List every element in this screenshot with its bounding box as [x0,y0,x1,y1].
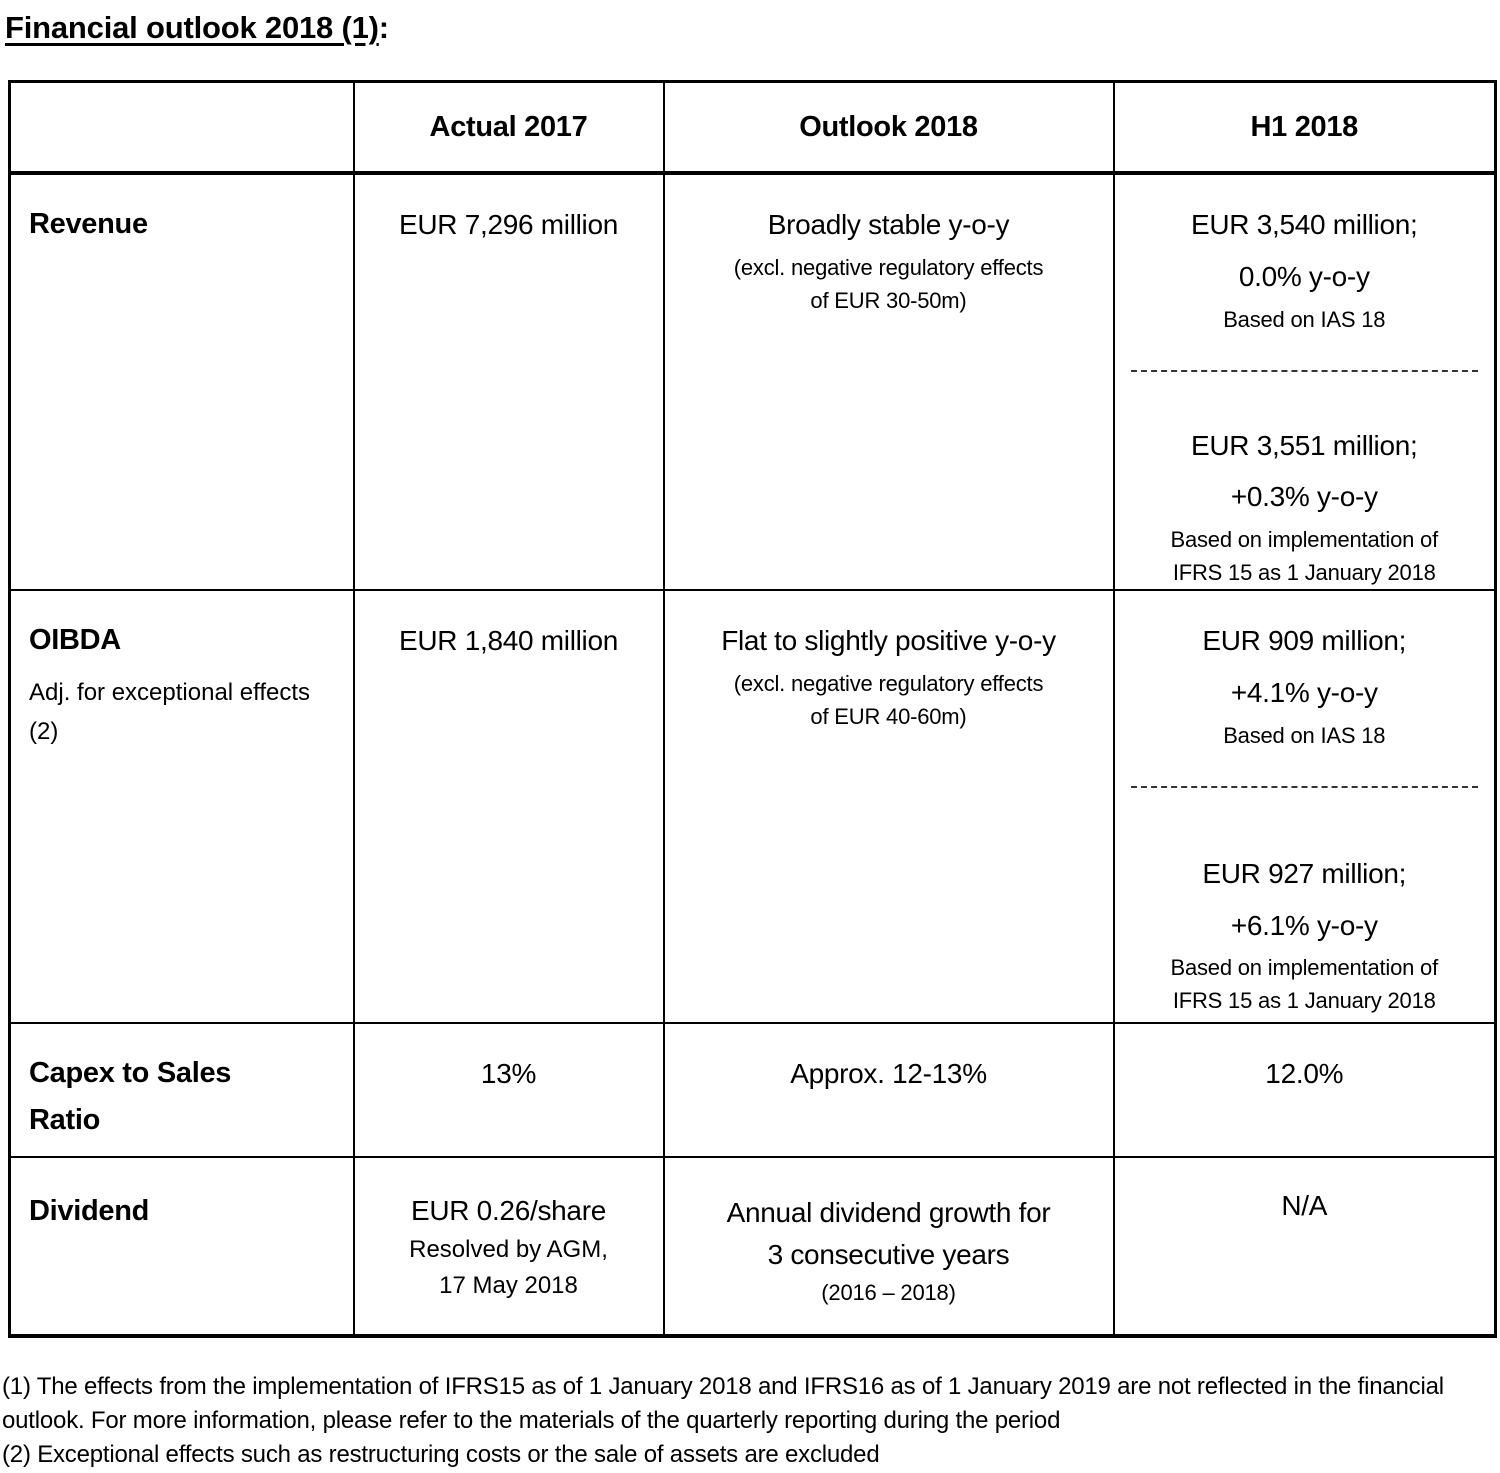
dividend-outlook-sub: (2016 – 2018) [821,1280,956,1306]
header-actual-2017: Actual 2017 [352,80,665,175]
oibda-h1-ias-amount: EUR 909 million; [1202,625,1407,657]
dividend-outlook-line2: 3 consecutive years [767,1239,1010,1271]
revenue-label: Revenue [29,208,148,240]
oibda-sublabel-line1: Adj. for exceptional effects [29,678,311,706]
revenue-outlook-sub2: of EUR 30-50m) [810,287,967,313]
revenue-h1-ias-basis: Based on IAS 18 [1223,306,1386,332]
dividend-actual-value: EUR 0.26/share [410,1195,606,1227]
dividend-actual-sub1: Resolved by AGM, [409,1236,608,1264]
footnote-1: (1) The effects from the implementation … [2,1373,1444,1435]
oibda-h1-ias-basis: Based on IAS 18 [1223,722,1386,748]
oibda-h1-ias-yoy: +4.1% y-o-y [1230,676,1378,708]
oibda-h1-ifrs-yoy: +6.1% y-o-y [1230,909,1378,941]
revenue-actual-value: EUR 7,296 million [399,209,618,240]
dividend-outlook-cell: Annual dividend growth for 3 consecutive… [662,1156,1115,1339]
oibda-outlook-main: Flat to slightly positive y-o-y [721,625,1056,657]
table-row-revenue: Revenue EUR 7,296 million Broadly stable… [8,171,1497,592]
page-title-colon: : [378,10,389,45]
revenue-h1-ias-amount: EUR 3,540 million; [1191,209,1418,240]
oibda-h1-dashed-divider [1130,785,1478,788]
oibda-label-cell: OIBDA Adj. for exceptional effects (2) [8,589,355,1025]
table-row-capex: Capex to Sales Ratio 13% Approx. 12-13% … [8,1022,1497,1159]
table-row-oibda: OIBDA Adj. for exceptional effects (2) E… [8,589,1497,1025]
oibda-outlook-sub1: (excl. negative regulatory effects [733,670,1044,696]
oibda-actual-cell: EUR 1,840 million [352,589,665,1025]
financial-outlook-table: Actual 2017 Outlook 2018 H1 2018 Revenue… [8,80,1497,1339]
header-empty-cell [8,80,355,175]
oibda-h1-ifrs-basis-line2: IFRS 15 as 1 January 2018 [1172,988,1436,1014]
capex-outlook-cell: Approx. 12-13% [662,1022,1115,1159]
capex-h1-value: 12.0% [1265,1058,1344,1090]
revenue-outlook-sub1: (excl. negative regulatory effects [733,254,1044,280]
capex-actual-cell: 13% [352,1022,665,1159]
dividend-label-cell: Dividend [8,1156,355,1339]
header-h1-2018: H1 2018 [1112,80,1497,175]
page-title-text: Financial outlook 2018 (1) [5,10,379,45]
revenue-label-cell: Revenue [8,171,355,592]
oibda-h1-cell: EUR 909 million; +4.1% y-o-y Based on IA… [1112,589,1497,1025]
dividend-h1-value: N/A [1281,1190,1328,1222]
footnotes: (1) The effects from the implementation … [2,1370,1482,1472]
capex-actual-value: 13% [480,1058,537,1090]
revenue-actual-cell: EUR 7,296 million [352,171,665,592]
revenue-h1-dashed-divider [1130,369,1478,372]
dividend-label: Dividend [29,1195,150,1228]
oibda-outlook-cell: Flat to slightly positive y-o-y (excl. n… [662,589,1115,1025]
revenue-h1-ifrs-basis-line2: IFRS 15 as 1 January 2018 [1172,560,1436,586]
table-row-dividend: Dividend EUR 0.26/share Resolved by AGM,… [8,1156,1497,1339]
header-outlook-2018: Outlook 2018 [662,80,1115,175]
dividend-actual-sub2: 17 May 2018 [439,1272,578,1300]
capex-outlook-value: Approx. 12-13% [790,1058,987,1090]
table-header-row: Actual 2017 Outlook 2018 H1 2018 [8,80,1497,175]
oibda-label: OIBDA [29,624,121,657]
oibda-sublabel-line2: (2) [29,717,59,745]
revenue-h1-ifrs-amount: EUR 3,551 million; [1191,429,1418,461]
dividend-outlook-line1: Annual dividend growth for [726,1197,1051,1229]
revenue-h1-ifrs-basis-line1: Based on implementation of [1170,527,1439,553]
dividend-actual-cell: EUR 0.26/share Resolved by AGM, 17 May 2… [352,1156,665,1339]
revenue-h1-cell: EUR 3,540 million; 0.0% y-o-y Based on I… [1112,171,1497,592]
oibda-outlook-sub2: of EUR 40-60m) [810,703,967,729]
page-title: Financial outlook 2018 (1): [5,10,1500,46]
oibda-h1-ifrs-amount: EUR 927 million; [1202,857,1407,889]
revenue-h1-ifrs-yoy: +0.3% y-o-y [1230,481,1378,513]
capex-h1-cell: 12.0% [1112,1022,1497,1159]
oibda-h1-ifrs-basis-line1: Based on implementation of [1170,955,1439,981]
oibda-actual-value: EUR 1,840 million [399,625,618,657]
revenue-h1-ias-yoy: 0.0% y-o-y [1238,260,1370,292]
financial-outlook-page: Financial outlook 2018 (1): Actual 2017 … [0,10,1500,1473]
dividend-h1-cell: N/A [1112,1156,1497,1339]
footnote-2: (2) Exceptional effects such as restruct… [2,1441,880,1469]
capex-label: Capex to Sales Ratio [29,1057,232,1136]
revenue-outlook-cell: Broadly stable y-o-y (excl. negative reg… [662,171,1115,592]
capex-label-cell: Capex to Sales Ratio [8,1022,355,1159]
revenue-outlook-main: Broadly stable y-o-y [767,209,1010,240]
